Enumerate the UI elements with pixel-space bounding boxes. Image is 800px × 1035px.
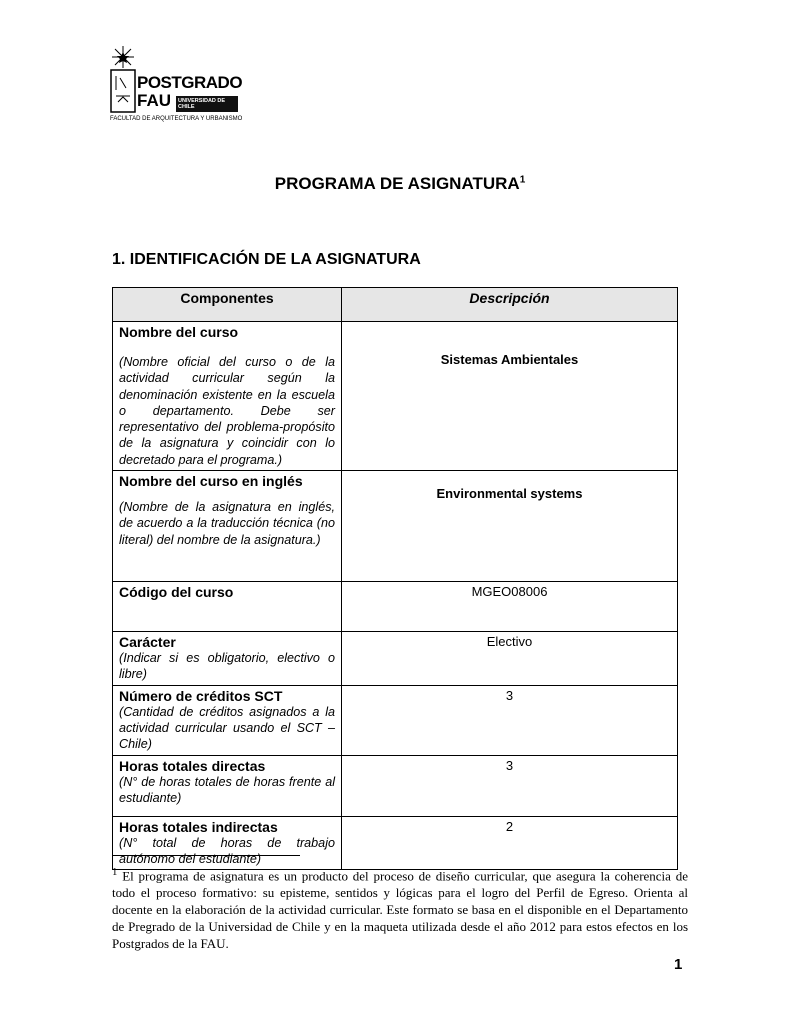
footnote: 1 El programa de asignatura es un produc… — [112, 866, 688, 952]
table-row: Número de créditos SCT (Cantidad de crédi… — [112, 684, 678, 756]
footnote-divider — [112, 855, 300, 856]
table-row: Horas totales indirectas (N° total de hor… — [112, 815, 678, 871]
university-crest-icon — [110, 46, 136, 113]
table-row: Nombre del curso (Nombre oficial del curs… — [112, 320, 678, 472]
postgrado-fau-logo: POSTGRADO FAU UNIVERSIDAD DE CHILE FACUL… — [108, 44, 243, 126]
table-row: Nombre del curso en inglés (Nombre de la … — [112, 470, 678, 583]
table-row: Código del curso MGEO08006 — [112, 581, 678, 633]
table-row: Carácter (Indicar si es obligatorio, elec… — [112, 631, 678, 686]
identification-table: Componentes Descripción Nombre del curso… — [112, 287, 678, 871]
page-number: 1 — [674, 956, 683, 973]
footnote-ref: 1 — [519, 174, 526, 186]
section-heading: 1. IDENTIFICACIÓN DE LA ASIGNATURA — [112, 251, 421, 268]
page-title: PROGRAMA DE ASIGNATURA1 — [274, 174, 526, 193]
header-componentes: Componentes — [112, 287, 342, 322]
header-descripcion: Descripción — [341, 287, 678, 322]
table-header: Componentes Descripción — [112, 287, 678, 322]
table-row: Horas totales directas (N° de horas total… — [112, 754, 678, 817]
